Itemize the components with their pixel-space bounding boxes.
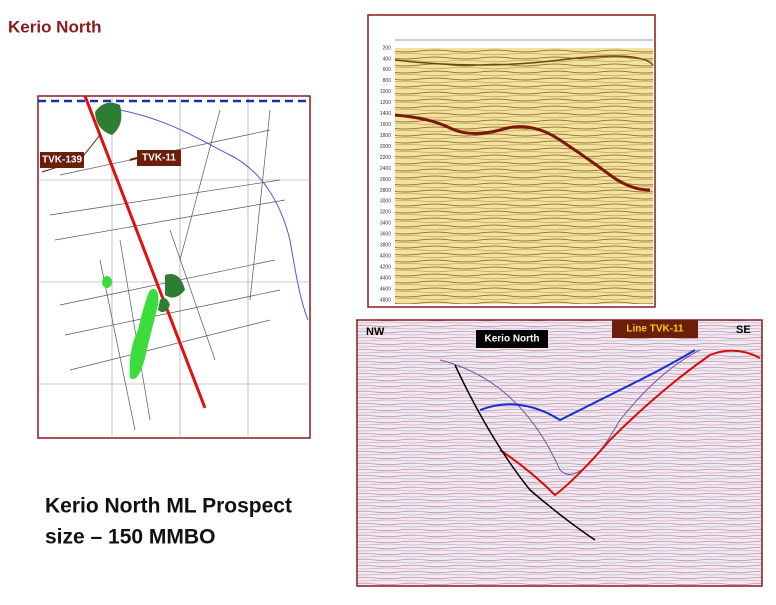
map-label: TVK-11 (142, 153, 176, 164)
depth-label: 800 (383, 78, 392, 84)
depth-label: 2800 (380, 188, 391, 194)
depth-label: 3200 (380, 210, 391, 216)
depth-label: 3000 (380, 199, 391, 205)
depth-label: 4200 (380, 264, 391, 270)
depth-label: 2000 (380, 144, 391, 150)
depth-label: 600 (383, 67, 392, 73)
depth-label: 4600 (380, 286, 391, 292)
map-label: TVK-139 (42, 155, 82, 166)
depth-label: 3800 (380, 243, 391, 249)
direction-label: SE (736, 324, 751, 336)
depth-label: 3600 (380, 232, 391, 238)
prospect-label: Kerio North (485, 334, 540, 345)
slide-title: Kerio North (8, 17, 102, 36)
seismic-section-bottom: NW SE Kerio North Line TVK-11 (356, 319, 763, 587)
direction-label: NW (366, 326, 385, 338)
depth-label: 1400 (380, 111, 391, 117)
depth-label: 4400 (380, 275, 391, 281)
depth-label: 1800 (380, 133, 391, 139)
depth-label: 4000 (380, 254, 391, 260)
line-label: Line TVK-11 (626, 324, 684, 335)
map: TVK-139 TVK-11 (37, 95, 311, 439)
depth-label: 4800 (380, 297, 391, 303)
depth-label: 3400 (380, 221, 391, 227)
depth-label: 1200 (380, 100, 391, 106)
seismic-section-top: 200 400 600 800 1000 1200 1400 1600 1800 2000 2200… (367, 14, 656, 308)
depth-label: 2400 (380, 166, 391, 172)
depth-label: 200 (383, 45, 392, 51)
depth-label: 2600 (380, 177, 391, 183)
depth-label: 2200 (380, 155, 391, 161)
depth-label: 1000 (380, 89, 391, 95)
caption-line: Kerio North ML Prospect (45, 495, 292, 518)
caption-line: size – 150 MMBO (45, 526, 215, 549)
depth-label: 400 (383, 56, 392, 62)
depth-label: 1600 (380, 122, 391, 128)
